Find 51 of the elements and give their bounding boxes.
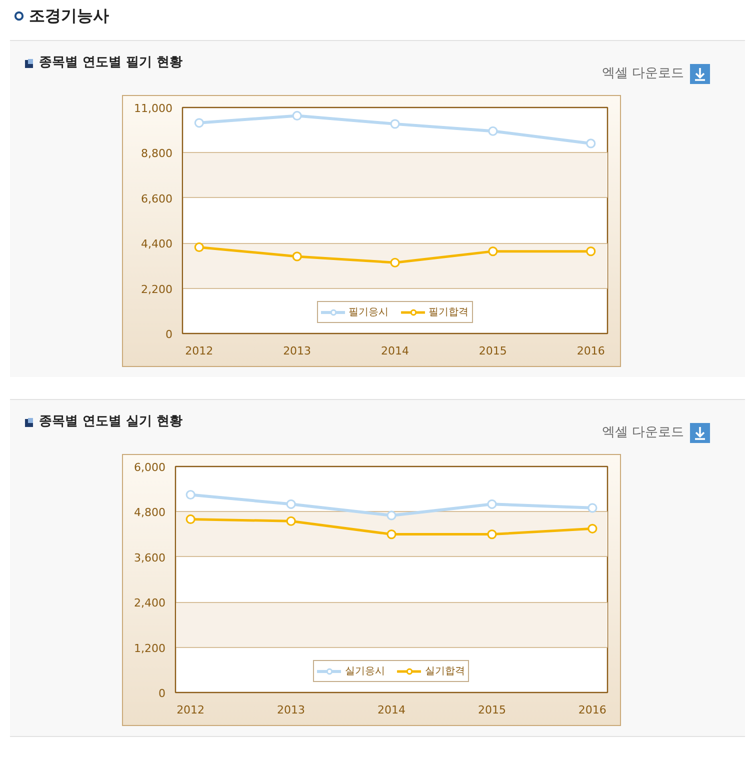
x-tick-label: 2013: [283, 344, 312, 358]
x-tick-label: 2014: [378, 704, 406, 716]
y-tick-label: 6,600: [141, 192, 173, 206]
point: [488, 246, 498, 256]
legend-label: 필기합격: [428, 306, 468, 319]
point: [588, 503, 598, 513]
point: [487, 530, 497, 540]
text: 조경기능사: [29, 5, 109, 27]
x-tick-label: 2013: [277, 704, 306, 716]
y-tick-label: 3,600: [134, 551, 166, 564]
y-tick-label: 0: [158, 687, 166, 700]
legend-label: 실기응시: [345, 665, 385, 678]
point: [586, 138, 596, 148]
x-tick-label: 2015: [478, 344, 507, 358]
point: [194, 118, 204, 128]
point: [488, 126, 498, 136]
point: [586, 246, 596, 256]
y-tick-label: 1,200: [134, 642, 166, 655]
point: [186, 514, 196, 524]
point: [292, 252, 302, 262]
point: [487, 499, 497, 509]
text: 엑셀 다운로드: [602, 64, 684, 83]
x-tick-label: 2012: [185, 344, 214, 358]
y-tick-label: 4,800: [134, 506, 166, 520]
point: [390, 258, 400, 268]
point: [390, 119, 400, 129]
legend-label: 필기응시: [348, 306, 388, 319]
y-tick-label: 6,000: [134, 461, 166, 474]
y-tick-label: 4,400: [141, 238, 173, 251]
y-tick-label: 11,000: [134, 102, 173, 115]
y-tick-label: 8,800: [141, 147, 173, 160]
point: [292, 110, 302, 121]
y-tick-label: 2,400: [134, 596, 166, 610]
point: [186, 490, 196, 500]
chart-title: 종목별 연도별 실기 현황: [39, 413, 183, 431]
chart-title: 종목별 연도별 필기 현황: [39, 54, 183, 72]
legend-label: 실기합격: [425, 665, 465, 678]
x-tick-label: 2016: [578, 704, 606, 716]
text: 엑셀 다운로드: [602, 424, 684, 442]
x-tick-label: 2015: [478, 704, 506, 716]
point: [588, 524, 598, 534]
x-tick-label: 2014: [381, 344, 410, 358]
y-tick-label: 0: [166, 328, 172, 341]
x-tick-label: 2016: [576, 344, 605, 358]
y-tick-label: 2,200: [141, 282, 173, 296]
point: [194, 242, 204, 252]
point: [386, 530, 396, 540]
point: [386, 510, 396, 520]
point: [286, 499, 296, 509]
x-tick-label: 2012: [176, 704, 205, 716]
point: [286, 516, 296, 526]
